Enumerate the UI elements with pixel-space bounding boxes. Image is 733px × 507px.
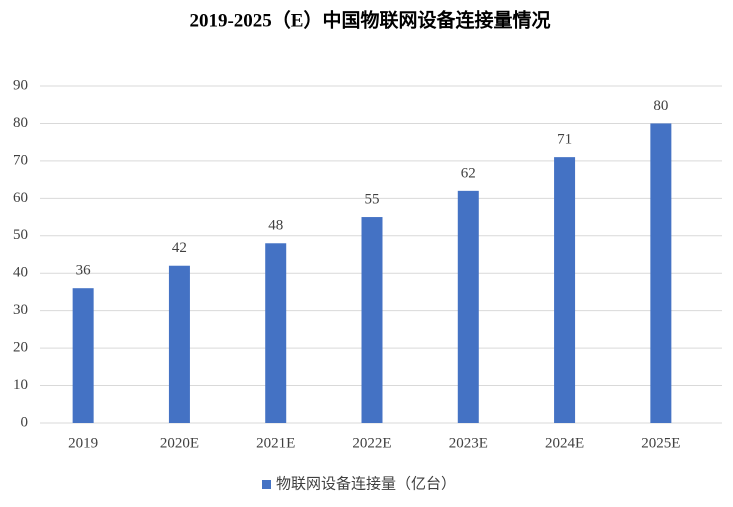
legend-swatch [262,480,271,489]
bar [457,190,479,423]
y-tick-label: 80 [13,115,28,131]
data-label: 36 [76,263,92,279]
bar [265,243,287,423]
data-label: 71 [557,132,572,148]
bar [168,265,190,423]
data-label: 48 [268,218,283,234]
bar [72,288,94,423]
x-tick-label: 2023E [449,435,488,451]
x-tick-label: 2024E [545,435,584,451]
legend-label: 物联网设备连接量（亿台） [276,475,456,492]
y-tick-label: 30 [13,302,28,318]
y-tick-label: 90 [13,77,28,93]
data-label: 80 [653,98,668,114]
x-tick-label: 2021E [256,435,295,451]
bar [554,157,576,423]
x-tick-label: 2022E [352,435,391,451]
chart-title: 2019-2025（E）中国物联网设备连接量情况 [189,8,550,31]
y-tick-label: 10 [13,377,28,393]
y-tick-label: 50 [13,227,28,243]
y-tick-label: 60 [13,190,28,206]
bar [650,123,672,423]
data-label: 55 [365,191,380,207]
bar [361,217,383,423]
x-tick-label: 2019 [68,435,98,451]
x-tick-label: 2020E [160,435,199,451]
y-tick-label: 40 [13,265,28,281]
y-tick-label: 70 [13,152,28,168]
y-tick-label: 0 [21,414,29,430]
x-tick-label: 2025E [641,435,680,451]
y-tick-label: 20 [13,340,28,356]
data-label: 42 [172,240,187,256]
data-label: 62 [461,165,476,181]
